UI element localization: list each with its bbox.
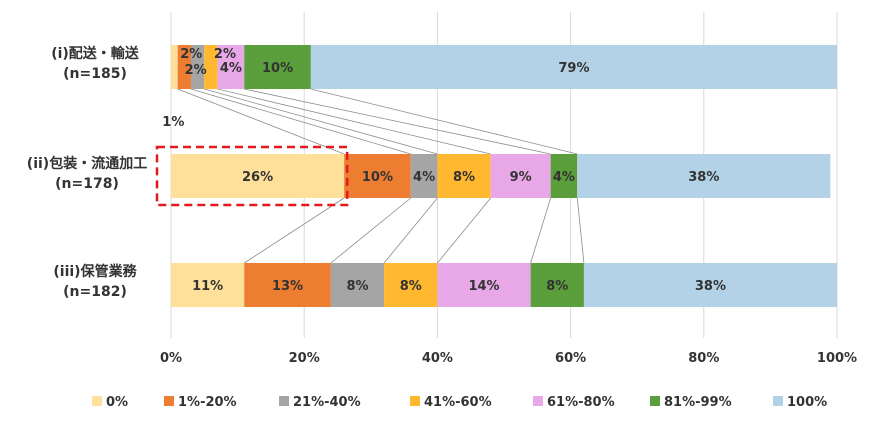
bar-segment: [171, 45, 178, 89]
highlight-box: [155, 145, 349, 207]
connector-line: [530, 197, 552, 264]
legend-label: 21%-40%: [293, 395, 361, 410]
legend-swatch: [410, 396, 420, 406]
bar-segment: [550, 154, 578, 198]
category-n: (n=182): [63, 284, 127, 300]
data-label: 11%: [192, 279, 223, 294]
legend-label: 81%-99%: [664, 395, 732, 410]
legend-swatch: [164, 396, 174, 406]
connector-line: [177, 88, 345, 155]
data-label: 8%: [453, 170, 475, 185]
category-n: (n=178): [55, 176, 119, 192]
bar-segment: [177, 45, 191, 89]
category-name: (i)配送・輸送: [51, 46, 139, 62]
category-name: (iii)保管業務: [53, 264, 137, 280]
legend-label: 61%-80%: [547, 395, 615, 410]
data-label: 10%: [262, 61, 293, 76]
bar-segment: [310, 45, 837, 89]
bar-segment: [437, 263, 531, 307]
bar-segment: [410, 154, 438, 198]
bar-segment: [384, 263, 438, 307]
category-label-1: (ii)包装・流通加工 (n=178): [7, 154, 167, 194]
legend-swatch: [533, 396, 543, 406]
connector-line: [330, 197, 412, 264]
x-tick-label: 80%: [688, 351, 719, 366]
connector-line: [244, 197, 345, 264]
connector-line: [190, 88, 411, 155]
legend-swatch: [650, 396, 660, 406]
category-n: (n=185): [63, 66, 127, 82]
bar-segment: [244, 45, 311, 89]
bar-segment: [190, 45, 205, 89]
category-name: (ii)包装・流通加工: [26, 156, 148, 172]
data-label: 13%: [272, 279, 303, 294]
bar-segment: [217, 45, 245, 89]
data-label: 1%: [162, 115, 184, 130]
category-label-2: (iii)保管業務 (n=182): [15, 262, 175, 302]
data-label: 8%: [546, 279, 568, 294]
bar-segment: [171, 154, 345, 198]
bar-segment: [490, 154, 551, 198]
x-tick-label: 0%: [160, 351, 182, 366]
data-label: 9%: [510, 170, 532, 185]
data-label: 79%: [558, 61, 589, 76]
bar-segment: [577, 154, 831, 198]
connector-line: [310, 88, 578, 155]
data-label: 26%: [242, 170, 273, 185]
legend-swatch: [773, 396, 783, 406]
bar-segment: [244, 263, 331, 307]
bar-segment: [344, 154, 411, 198]
data-label: 2%: [180, 47, 202, 62]
data-label: 4%: [220, 61, 242, 76]
legend-swatch: [279, 396, 289, 406]
legend-swatch: [92, 396, 102, 406]
x-tick-label: 60%: [555, 351, 586, 366]
data-label: 8%: [400, 279, 422, 294]
data-label: 8%: [346, 279, 368, 294]
x-tick-label: 20%: [289, 351, 320, 366]
connector-line: [217, 88, 491, 155]
connector-line: [383, 197, 438, 264]
bar-segment: [583, 263, 837, 307]
data-label: 4%: [413, 170, 435, 185]
data-label: 38%: [695, 279, 726, 294]
connector-line: [204, 88, 438, 155]
data-label: 14%: [468, 279, 499, 294]
bar-segment: [330, 263, 385, 307]
data-label: 4%: [553, 170, 575, 185]
bar-segment: [437, 154, 491, 198]
bar-segment: [204, 45, 218, 89]
x-tick-label: 100%: [817, 351, 857, 366]
connector-line: [244, 88, 551, 155]
connector-line: [437, 197, 491, 264]
legend-label: 100%: [787, 395, 827, 410]
category-label-0: (i)配送・輸送 (n=185): [15, 44, 175, 84]
data-label: 10%: [362, 170, 393, 185]
x-tick-label: 40%: [422, 351, 453, 366]
data-label: 2%: [214, 47, 236, 62]
legend-label: 1%-20%: [178, 395, 237, 410]
bar-segment: [171, 263, 245, 307]
legend-label: 0%: [106, 395, 128, 410]
connector-line: [576, 197, 585, 264]
data-label: 38%: [688, 170, 719, 185]
data-label: 2%: [185, 63, 207, 78]
legend-label: 41%-60%: [424, 395, 492, 410]
bar-segment: [530, 263, 584, 307]
